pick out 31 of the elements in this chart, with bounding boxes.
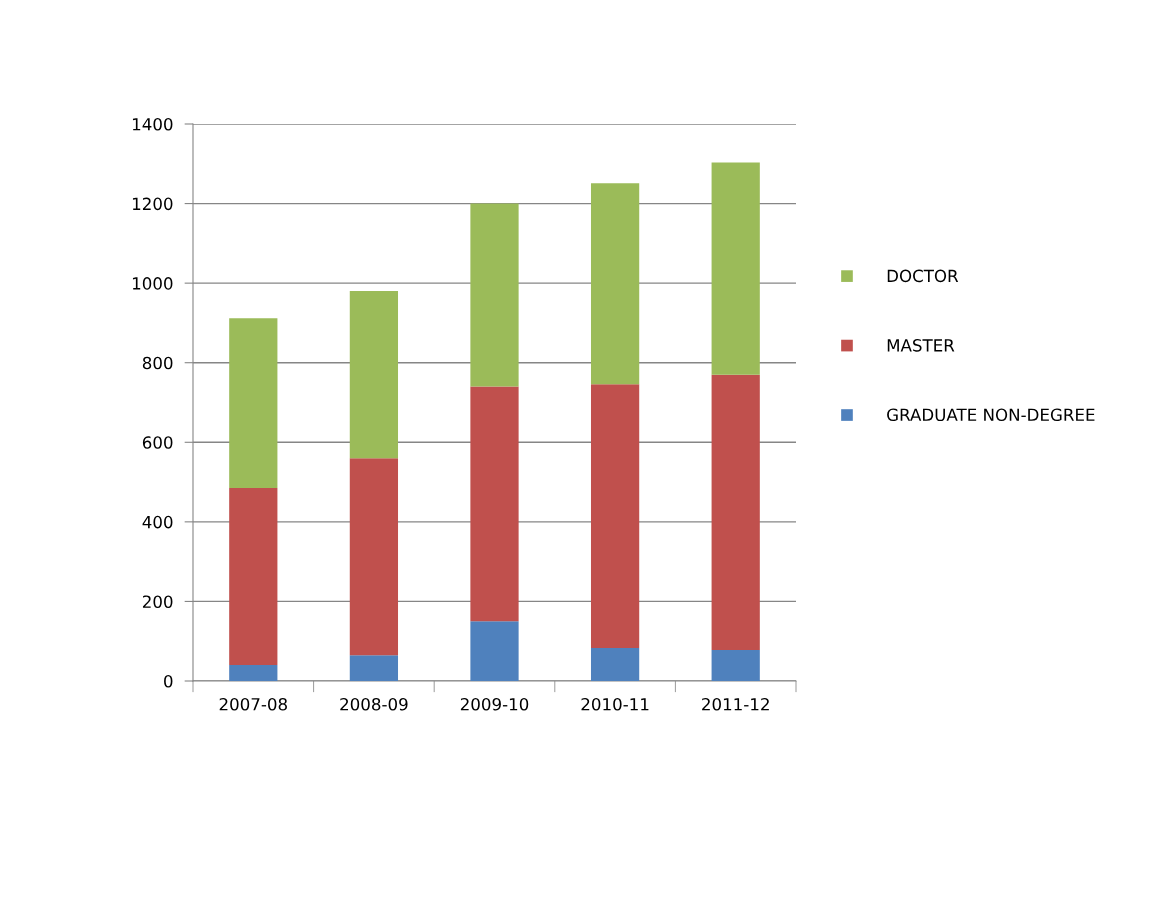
- x-tick-label: 2011-12: [702, 697, 769, 711]
- bar: [470, 386, 519, 622]
- bar: [470, 203, 519, 387]
- bar: [349, 291, 399, 459]
- legend-label: MASTER: [887, 339, 955, 352]
- y-tick-label: 400: [142, 515, 173, 529]
- bar: [470, 621, 519, 681]
- y-tick-label: 800: [142, 356, 173, 370]
- x-tick-label: 2010-11: [581, 697, 649, 711]
- bar: [229, 488, 278, 666]
- bar: [349, 458, 399, 656]
- legend-label: DOCTOR: [887, 269, 959, 283]
- y-tick-label: 1400: [132, 117, 173, 131]
- bar: [229, 665, 278, 681]
- bar: [711, 162, 760, 375]
- bar: [349, 655, 399, 681]
- bar: [590, 384, 640, 648]
- bar: [590, 183, 640, 385]
- y-tick-label: 1000: [132, 277, 173, 290]
- bar: [711, 649, 760, 681]
- bar: [229, 318, 278, 489]
- bar: [590, 647, 640, 681]
- y-tick-label: 600: [142, 436, 173, 449]
- x-tick-label: 2009-10: [460, 697, 529, 711]
- x-tick-label: 2008-09: [340, 697, 408, 711]
- legend-label: GRADUATE NON-DEGREE: [887, 408, 1095, 422]
- x-tick-label: 2007-08: [219, 697, 287, 711]
- y-tick-label: 1200: [132, 197, 173, 211]
- bar: [711, 374, 760, 650]
- y-tick-label: 0: [164, 674, 173, 688]
- y-tick-label: 200: [142, 595, 173, 608]
